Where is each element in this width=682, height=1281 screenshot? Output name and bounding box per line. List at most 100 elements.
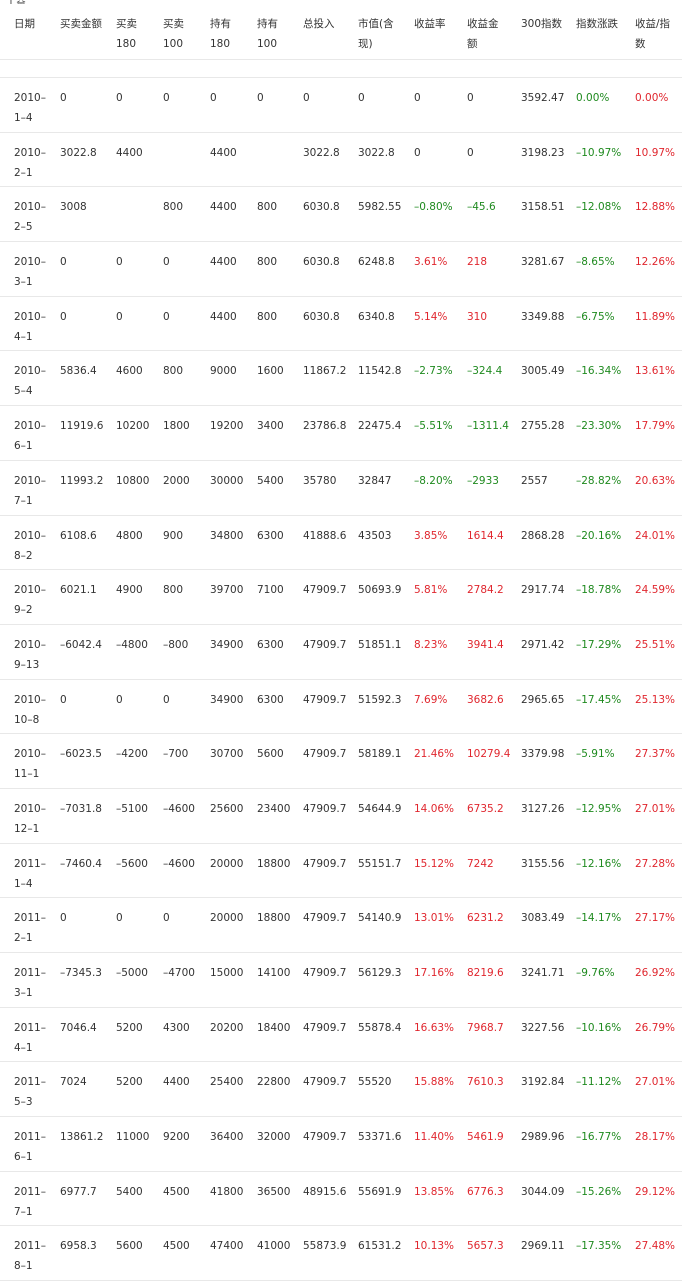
cell-return-rate: 14.06% bbox=[414, 802, 455, 815]
cell-index-300: 2969.11 bbox=[521, 1240, 565, 1253]
data-table: 日期 买卖金额 买卖 180 买卖 100 持有 180 持有 100 总投入 市值(含 现) 收益率 收益… bbox=[0, 4, 682, 1281]
header-trade-180-line: 180 bbox=[116, 38, 137, 50]
cell-hold-180: 4400 bbox=[210, 201, 237, 214]
top-cutoff-fragment: 工益 bbox=[0, 0, 682, 4]
header-profit-amount: 收益金额 bbox=[467, 14, 499, 54]
cell-profit-amount: 310 bbox=[467, 310, 488, 323]
header-return-vs-index-line: 数 bbox=[635, 38, 646, 50]
cell-profit-amount: 1614.4 bbox=[467, 529, 504, 542]
cell-hold-180: 19200 bbox=[210, 420, 244, 433]
cell-return-vs-index: 12.88% bbox=[635, 201, 676, 214]
cell-trade-180: –5000 bbox=[116, 967, 148, 979]
cell-hold-100: 32000 bbox=[257, 1131, 291, 1144]
cell-index-300: 3158.51 bbox=[521, 201, 565, 214]
cell-trade-100: –800 bbox=[163, 638, 189, 651]
cell-hold-100: 800 bbox=[257, 310, 278, 323]
cell-trade-180: –5100 bbox=[116, 802, 148, 815]
cell-date-line: 8–2 bbox=[14, 549, 33, 562]
cell-market-value: 51851.1 bbox=[358, 638, 402, 651]
cell-profit-amount: 10279.4 bbox=[467, 748, 511, 761]
cell-date-line: 3–1 bbox=[14, 276, 33, 289]
cell-market-value: 3022.8 bbox=[358, 146, 395, 159]
cell-market-value: 6340.8 bbox=[358, 310, 395, 323]
cell-total-invest: 47909.7 bbox=[303, 1076, 347, 1089]
cell-trade-100: 4400 bbox=[163, 1076, 190, 1089]
cell-hold-180: 34900 bbox=[210, 693, 244, 706]
cell-return-vs-index: 12.26% bbox=[635, 256, 676, 269]
cell-hold-100: 22800 bbox=[257, 1076, 291, 1089]
cell-index-change: –16.34% bbox=[576, 365, 622, 378]
cell-trade-180: 5400 bbox=[116, 1185, 143, 1198]
cell-return-vs-index: 28.17% bbox=[635, 1131, 676, 1144]
cell-hold-180: 20000 bbox=[210, 857, 244, 870]
cell-date-line: 8–1 bbox=[14, 1260, 33, 1273]
cell-return-vs-index: 13.61% bbox=[635, 365, 676, 378]
cell-index-change: –8.65% bbox=[576, 256, 615, 269]
cell-return-rate: 11.40% bbox=[414, 1131, 455, 1144]
cell-return-rate: 7.69% bbox=[414, 693, 448, 706]
cell-trade-100: 0 bbox=[163, 310, 170, 323]
cell-trade-100: 4500 bbox=[163, 1240, 190, 1253]
cell-trade-amount: 0 bbox=[60, 693, 67, 706]
cell-trade-amount: 0 bbox=[60, 310, 67, 323]
table-row: 2010– 12–1 –7031.8 –5100 –4600 25600 23400 4790… bbox=[0, 789, 682, 844]
cell-date-line: 2–1 bbox=[14, 932, 33, 945]
cell-date-line: 2010– bbox=[14, 693, 46, 706]
cell-date-line: 3–1 bbox=[14, 987, 33, 999]
cell-index-300: 3192.84 bbox=[521, 1076, 565, 1089]
cell-index-300: 3349.88 bbox=[521, 310, 565, 323]
cell-index-change: –12.08% bbox=[576, 201, 622, 214]
cell-index-change: –5.91% bbox=[576, 748, 615, 761]
cell-total-invest: 6030.8 bbox=[303, 256, 340, 269]
cell-return-vs-index: 25.51% bbox=[635, 638, 676, 651]
cell-date-line: 2010– bbox=[14, 92, 46, 104]
cell-hold-180: 0 bbox=[210, 92, 217, 104]
header-index-300: 300指数 bbox=[521, 14, 562, 34]
cell-date-line: 2010– bbox=[14, 256, 46, 269]
table-row: 2010– 1–4 0 0 0 0 0 0 0 0 0 3592.47 0.00% 0.00% bbox=[0, 78, 682, 133]
cell-hold-100: 1600 bbox=[257, 365, 284, 378]
cell-profit-amount: 218 bbox=[467, 256, 488, 269]
cell-total-invest: 48915.6 bbox=[303, 1185, 347, 1198]
table-row: 2010– 9–2 6021.1 4900 800 39700 7100 47909.7 506… bbox=[0, 570, 682, 625]
cell-date: 2011– 1–4 bbox=[14, 854, 46, 894]
cell-index-change: –6.75% bbox=[576, 310, 615, 323]
cell-index-change: –10.97% bbox=[576, 146, 622, 159]
cell-index-change: –12.16% bbox=[576, 857, 622, 870]
cell-return-vs-index: 27.17% bbox=[635, 912, 676, 925]
cell-hold-100: 5600 bbox=[257, 748, 284, 761]
cell-hold-100: 800 bbox=[257, 256, 278, 269]
cell-index-300: 3083.49 bbox=[521, 912, 565, 925]
cell-index-300: 2971.42 bbox=[521, 638, 565, 651]
cell-return-vs-index: 26.79% bbox=[635, 1021, 676, 1034]
cell-total-invest: 6030.8 bbox=[303, 201, 340, 214]
cell-trade-180: 11000 bbox=[116, 1131, 150, 1144]
cell-date-line: 12–1 bbox=[14, 822, 40, 835]
cell-index-300: 2557 bbox=[521, 474, 548, 487]
cell-return-vs-index: 25.13% bbox=[635, 693, 676, 706]
cell-trade-amount: 6021.1 bbox=[60, 584, 97, 597]
cell-date: 2011– 8–1 bbox=[14, 1236, 46, 1276]
cell-index-300: 3127.26 bbox=[521, 802, 565, 815]
cell-profit-amount: 0 bbox=[467, 92, 474, 104]
cell-total-invest: 3022.8 bbox=[303, 146, 340, 159]
cell-trade-amount: 6977.7 bbox=[60, 1185, 97, 1198]
cell-index-300: 2989.96 bbox=[521, 1131, 565, 1144]
cell-trade-180: 5600 bbox=[116, 1240, 143, 1253]
cell-trade-180: 0 bbox=[116, 912, 123, 925]
cell-trade-100: 4500 bbox=[163, 1185, 190, 1198]
cell-return-vs-index: 27.48% bbox=[635, 1240, 676, 1253]
header-index-change: 指数涨跌 bbox=[576, 14, 618, 34]
cell-date: 2011– 7–1 bbox=[14, 1182, 46, 1222]
cell-hold-180: 30700 bbox=[210, 748, 244, 761]
cell-total-invest: 47909.7 bbox=[303, 693, 347, 706]
header-return-rate: 收益率 bbox=[414, 14, 446, 34]
header-market-value: 市值(含 现) bbox=[358, 14, 394, 54]
cell-date: 2010– 9–2 bbox=[14, 580, 46, 620]
cell-trade-amount: 11993.2 bbox=[60, 474, 104, 487]
cell-trade-amount: 3008 bbox=[60, 201, 87, 214]
cell-trade-180: 0 bbox=[116, 693, 123, 706]
cell-date: 2011– 2–1 bbox=[14, 908, 46, 948]
cell-market-value: 53371.6 bbox=[358, 1131, 402, 1144]
cell-total-invest: 47909.7 bbox=[303, 967, 347, 979]
